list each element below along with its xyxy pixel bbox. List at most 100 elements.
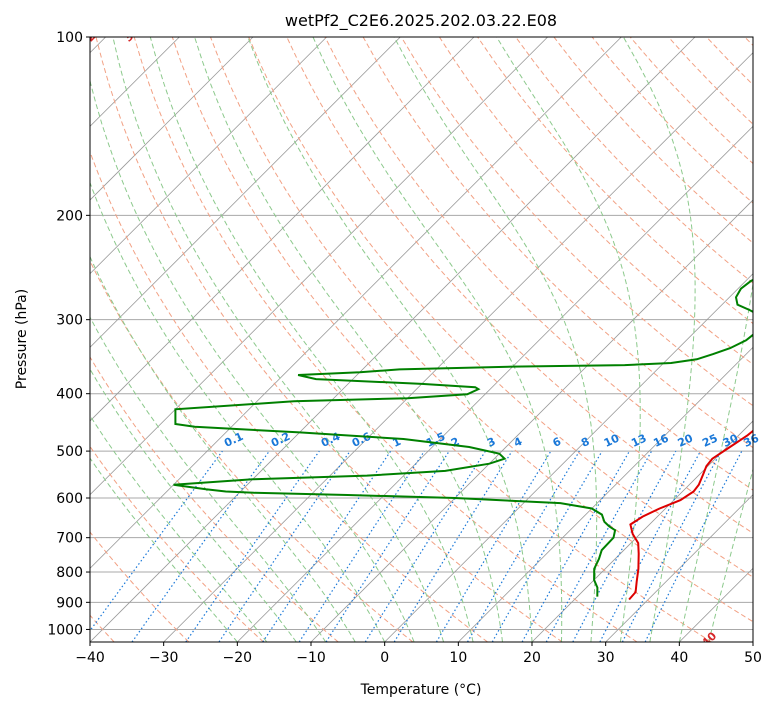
mixing-ratio-line (521, 450, 631, 642)
moist-adiabat-line (312, 37, 563, 642)
y-axis: 100 200 300 400 500 600 700 800 900 1000 (47, 30, 90, 638)
moist-adiabat-line (90, 457, 238, 642)
moist-adiabat-line (194, 37, 503, 642)
x-tick-label: 30 (597, 650, 615, 666)
mixing-ratio-labels: 0.1 0.2 0.4 0.6 1 1.5 2 3 4 6 8 10 13 16 20 25 30 36 (222, 430, 761, 450)
mixing-ratio-label: 3 (485, 435, 497, 450)
mixing-ratio-label: 2 (449, 435, 461, 450)
mixing-ratio-line (298, 450, 425, 642)
moist-adiabat-line (90, 181, 386, 642)
mixing-ratio-line (393, 450, 513, 642)
moist-adiabat-line (149, 37, 474, 642)
isotherm-line (90, 37, 475, 422)
moist-adiabat-line (247, 37, 533, 642)
moist-adiabat-line (90, 78, 415, 642)
isotherm-line (90, 37, 548, 496)
plot-frame (89, 36, 754, 643)
y-tick-label: 1000 (47, 622, 83, 638)
y-tick-label: 100 (56, 30, 83, 46)
isotherm-line (752, 641, 753, 642)
dry-adiabat-label: 40 (699, 629, 719, 649)
dry-adiabat-line (668, 37, 753, 125)
mixing-ratio-line (185, 450, 320, 642)
x-tick-label: −20 (223, 650, 253, 666)
x-axis: −40 −30 −20 −10 0 10 20 30 40 50 (75, 642, 762, 666)
moist-adiabat-line (393, 37, 598, 642)
dry-adiabat-line (210, 37, 753, 623)
mixing-ratio-label: 1.5 (424, 430, 447, 450)
isotherm-line (605, 494, 753, 642)
mixing-ratio-line (599, 450, 702, 642)
dry-adiabat-line (133, 37, 638, 642)
mixing-ratio-label: 13 (629, 432, 648, 450)
isotherm-line (237, 125, 753, 642)
background-lines (90, 37, 753, 642)
isotherm-line (163, 52, 753, 642)
x-tick-label: 0 (380, 650, 389, 666)
mixing-ratio-line (572, 450, 677, 642)
moist-adiabat-line (708, 467, 753, 642)
dry-adiabat-label: 30 (122, 24, 142, 44)
dry-adiabat-line (90, 259, 414, 642)
x-tick-label: 40 (670, 650, 688, 666)
x-tick-label: 10 (449, 650, 467, 666)
mixing-ratio-line (545, 450, 653, 642)
x-tick-label: 20 (523, 650, 541, 666)
y-tick-label: 700 (56, 531, 83, 547)
moist-adiabat-line (112, 37, 445, 642)
moist-adiabat-line (496, 37, 641, 642)
isotherm-line (384, 273, 753, 642)
x-axis-label: Temperature (°C) (360, 682, 482, 698)
profile-line (628, 429, 753, 601)
dry-adiabat-line (171, 37, 712, 642)
mixing-ratio-label: 4 (512, 435, 525, 450)
mixing-ratio-label: 25 (700, 432, 719, 450)
dry-adiabat-line (553, 37, 753, 244)
isotherm-line (90, 37, 622, 569)
mixing-ratio-line (131, 450, 270, 642)
dry-adiabat-line (90, 445, 264, 642)
y-tick-label: 200 (56, 208, 83, 224)
y-tick-label: 500 (56, 444, 83, 460)
dry-adiabat-line (248, 37, 753, 578)
mixing-ratio-label: 30 (721, 431, 741, 449)
y-tick-label: 400 (56, 387, 83, 403)
moist-adiabat-line (622, 37, 696, 642)
dry-adiabat-line (90, 531, 190, 642)
mixing-ratio-label: 16 (651, 431, 671, 449)
isotherm-line (90, 37, 327, 275)
dry-adiabat-label: 0 (10, 27, 25, 42)
mixing-ratio-line (621, 450, 722, 642)
x-tick-label: −30 (149, 650, 179, 666)
moist-adiabat-line (90, 255, 356, 642)
mixing-ratio-line (644, 450, 743, 642)
dry-adiabat-line (90, 150, 488, 642)
y-tick-label: 600 (56, 491, 83, 507)
isotherm-line (90, 37, 254, 201)
dry-adiabat-line (438, 37, 753, 366)
mixing-ratio-line (262, 450, 392, 642)
y-tick-label: 900 (56, 595, 83, 611)
moist-adiabat-line (678, 280, 753, 642)
dry-adiabat-line (400, 37, 753, 407)
mixing-ratio-label: 10 (602, 431, 622, 449)
dry-adiabat-line (706, 37, 753, 86)
dry-adiabat-line (324, 37, 753, 491)
y-axis-label: Pressure (hPa) (14, 289, 30, 389)
isotherm-line (90, 37, 401, 348)
mixing-ratio-label: 6 (551, 435, 564, 450)
isotherm-line (310, 199, 753, 642)
mixing-ratio-label: 36 (742, 431, 762, 449)
dry-adiabat-line (744, 37, 753, 47)
mixing-ratio-label: 0.6 (350, 430, 373, 450)
isotherm-line (90, 37, 696, 642)
y-tick-label: 300 (56, 313, 83, 329)
dry-adiabat-line (95, 37, 563, 642)
mixing-ratio-line (90, 450, 223, 632)
moist-adiabat-line (90, 414, 268, 642)
chart-title: wetPf2_C2E6.2025.202.03.22.E08 (285, 11, 557, 31)
mixing-ratio-line (325, 450, 450, 642)
profile-line (173, 278, 753, 597)
